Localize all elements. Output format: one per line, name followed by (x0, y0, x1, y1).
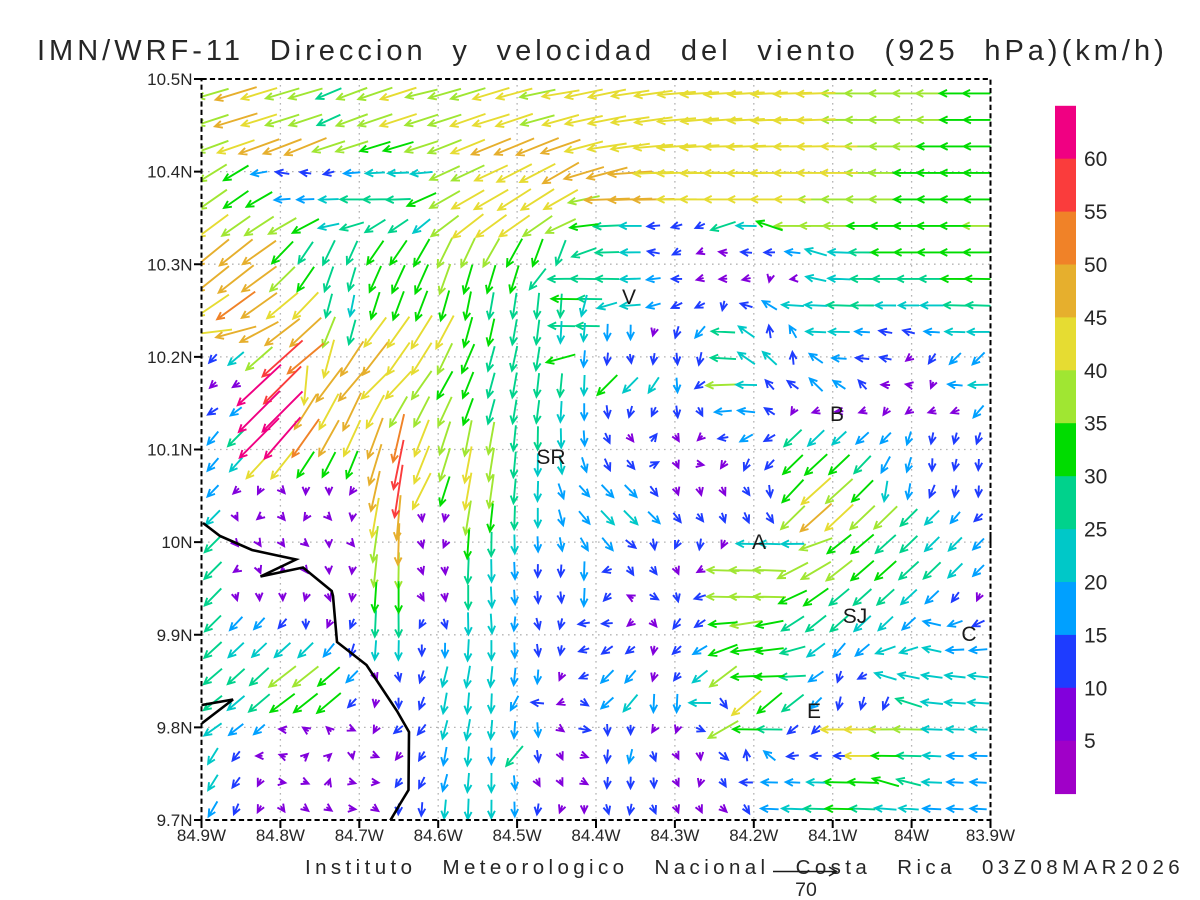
svg-text:10: 10 (1084, 677, 1107, 700)
svg-text:IMN/WRF-11 Direccion y velocid: IMN/WRF-11 Direccion y velocidad del vie… (37, 35, 1168, 67)
svg-text:A: A (752, 531, 766, 554)
svg-text:84.5W: 84.5W (493, 826, 542, 845)
svg-text:20: 20 (1084, 571, 1107, 594)
svg-text:SR: SR (536, 446, 565, 469)
svg-text:70: 70 (795, 879, 817, 900)
svg-text:10N: 10N (161, 533, 192, 552)
svg-text:84.8W: 84.8W (256, 826, 305, 845)
svg-text:15: 15 (1084, 624, 1107, 647)
svg-text:10.3N: 10.3N (147, 255, 192, 274)
svg-text:5: 5 (1084, 730, 1096, 753)
svg-text:55: 55 (1084, 201, 1107, 224)
svg-text:Instituto Meteorologico Nacion: Instituto Meteorologico Nacional Costa R… (305, 856, 1184, 879)
svg-text:10.4N: 10.4N (147, 163, 192, 182)
svg-text:84.7W: 84.7W (335, 826, 384, 845)
svg-text:84.6W: 84.6W (414, 826, 463, 845)
svg-text:V: V (622, 286, 636, 309)
svg-text:30: 30 (1084, 466, 1107, 489)
svg-text:E: E (807, 700, 821, 723)
svg-text:9.7N: 9.7N (157, 811, 193, 830)
svg-text:C: C (961, 623, 976, 646)
svg-text:10.2N: 10.2N (147, 348, 192, 367)
svg-text:45: 45 (1084, 307, 1107, 330)
svg-text:84.2W: 84.2W (729, 826, 778, 845)
svg-text:9.9N: 9.9N (157, 626, 193, 645)
svg-text:10.5N: 10.5N (147, 70, 192, 89)
svg-text:84W: 84W (894, 826, 929, 845)
svg-text:50: 50 (1084, 254, 1107, 277)
svg-text:83.9W: 83.9W (966, 826, 1015, 845)
svg-text:SJ: SJ (843, 605, 868, 628)
svg-text:40: 40 (1084, 360, 1107, 383)
svg-text:84.3W: 84.3W (650, 826, 699, 845)
svg-text:10.1N: 10.1N (147, 441, 192, 460)
svg-text:9.8N: 9.8N (157, 718, 193, 737)
svg-text:25: 25 (1084, 519, 1107, 542)
svg-text:35: 35 (1084, 413, 1107, 436)
svg-text:84.9W: 84.9W (177, 826, 226, 845)
svg-text:84.1W: 84.1W (808, 826, 857, 845)
svg-text:B: B (830, 403, 844, 426)
svg-text:84.4W: 84.4W (571, 826, 620, 845)
svg-text:60: 60 (1084, 148, 1107, 171)
